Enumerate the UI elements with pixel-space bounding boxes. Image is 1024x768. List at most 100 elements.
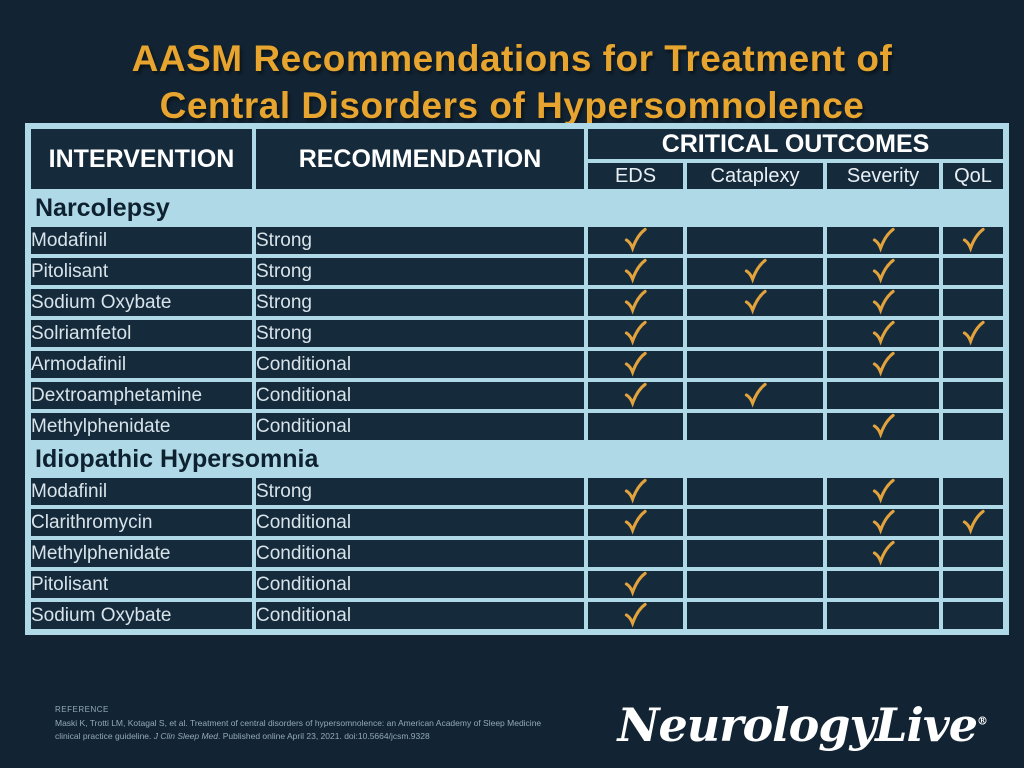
check-mark-icon [872, 351, 895, 377]
column-header-eds: EDS [588, 163, 683, 189]
intervention-cell: Modafinil [31, 227, 252, 254]
outcome-cell-cataplexy [687, 413, 823, 440]
outcome-cell-qol [943, 509, 1003, 536]
outcome-cell-eds [588, 289, 683, 316]
outcome-cell-severity [827, 320, 939, 347]
check-mark-icon [962, 320, 985, 346]
check-mark-icon [624, 602, 647, 628]
outcome-cell-eds [588, 382, 683, 409]
column-header-qol: QoL [943, 163, 1003, 189]
check-mark-icon [744, 382, 767, 408]
check-mark-icon [624, 320, 647, 346]
check-mark-icon [872, 509, 895, 535]
column-header-severity: Severity [827, 163, 939, 189]
table-row: Clarithromycin Conditional [31, 509, 1003, 536]
recommendation-cell: Conditional [256, 382, 584, 409]
outcome-cell-cataplexy [687, 602, 823, 629]
outcome-cell-cataplexy [687, 258, 823, 285]
outcome-cell-severity [827, 413, 939, 440]
table-row: Pitolisant Conditional [31, 571, 1003, 598]
outcome-cell-severity [827, 258, 939, 285]
intervention-cell: Dextroamphetamine [31, 382, 252, 409]
outcome-cell-cataplexy [687, 227, 823, 254]
outcome-cell-eds [588, 413, 683, 440]
outcome-cell-severity [827, 227, 939, 254]
table-row: Armodafinil Conditional [31, 351, 1003, 378]
check-mark-icon [624, 509, 647, 535]
table-row: Methylphenidate Conditional [31, 413, 1003, 440]
outcome-cell-eds [588, 351, 683, 378]
outcome-cell-qol [943, 382, 1003, 409]
outcome-cell-severity [827, 602, 939, 629]
outcome-cell-qol [943, 351, 1003, 378]
intervention-cell: Armodafinil [31, 351, 252, 378]
intervention-cell: Pitolisant [31, 258, 252, 285]
check-mark-icon [872, 540, 895, 566]
section-label: Idiopathic Hypersomnia [31, 444, 1003, 474]
check-mark-icon [872, 413, 895, 439]
recommendation-cell: Strong [256, 320, 584, 347]
intervention-cell: Clarithromycin [31, 509, 252, 536]
table-row: Dextroamphetamine Conditional [31, 382, 1003, 409]
intervention-cell: Solriamfetol [31, 320, 252, 347]
intervention-cell: Methylphenidate [31, 540, 252, 567]
outcome-cell-eds [588, 509, 683, 536]
column-header-recommendation: RECOMMENDATION [256, 129, 584, 189]
recommendation-cell: Conditional [256, 509, 584, 536]
check-mark-icon [624, 258, 647, 284]
column-header-intervention: INTERVENTION [31, 129, 252, 189]
outcome-cell-severity [827, 382, 939, 409]
check-mark-icon [624, 571, 647, 597]
check-mark-icon [624, 289, 647, 315]
outcome-cell-qol [943, 478, 1003, 505]
logo-text: NeurologyLive [617, 698, 978, 752]
section-band-idiopathic-hypersomnia: Idiopathic Hypersomnia [31, 444, 1003, 474]
outcome-cell-cataplexy [687, 382, 823, 409]
outcome-cell-severity [827, 509, 939, 536]
outcome-cell-eds [588, 320, 683, 347]
outcome-cell-severity [827, 540, 939, 567]
check-mark-icon [624, 478, 647, 504]
outcome-cell-qol [943, 413, 1003, 440]
check-mark-icon [872, 289, 895, 315]
recommendation-cell: Conditional [256, 602, 584, 629]
table-row: Methylphenidate Conditional [31, 540, 1003, 567]
outcome-cell-qol [943, 602, 1003, 629]
section-label: Narcolepsy [31, 193, 1003, 223]
check-mark-icon [624, 382, 647, 408]
table-row: Pitolisant Strong [31, 258, 1003, 285]
page-title-line1: AASM Recommendations for Treatment of [131, 38, 893, 79]
check-mark-icon [744, 289, 767, 315]
citation-text-end: . Published online April 23, 2021. doi:1… [218, 730, 430, 741]
intervention-cell: Modafinil [31, 478, 252, 505]
check-mark-icon [872, 478, 895, 504]
reference-block: REFERENCE Maski K, Trotti LM, Kotagal S,… [55, 705, 560, 743]
outcome-cell-cataplexy [687, 351, 823, 378]
reference-citation: Maski K, Trotti LM, Kotagal S, et al. Tr… [55, 717, 560, 743]
outcome-cell-qol [943, 227, 1003, 254]
outcome-cell-qol [943, 258, 1003, 285]
outcome-cell-qol [943, 571, 1003, 598]
outcome-cell-cataplexy [687, 571, 823, 598]
check-mark-icon [872, 227, 895, 253]
outcome-cell-eds [588, 540, 683, 567]
outcome-cell-severity [827, 289, 939, 316]
table-row: Sodium Oxybate Strong [31, 289, 1003, 316]
column-header-critical-outcomes: CRITICAL OUTCOMES [588, 129, 1003, 159]
recommendation-cell: Strong [256, 478, 584, 505]
outcome-cell-eds [588, 571, 683, 598]
outcome-cell-qol [943, 289, 1003, 316]
check-mark-icon [962, 509, 985, 535]
check-mark-icon [872, 258, 895, 284]
table-row: Sodium Oxybate Conditional [31, 602, 1003, 629]
check-mark-icon [624, 351, 647, 377]
intervention-cell: Pitolisant [31, 571, 252, 598]
outcome-cell-cataplexy [687, 540, 823, 567]
outcome-cell-eds [588, 258, 683, 285]
outcome-cell-eds [588, 602, 683, 629]
recommendation-cell: Strong [256, 289, 584, 316]
neurologylive-logo: NeurologyLive® [617, 698, 988, 752]
check-mark-icon [624, 227, 647, 253]
header-row-sub: EDS Cataplexy Severity QoL [31, 163, 1003, 189]
